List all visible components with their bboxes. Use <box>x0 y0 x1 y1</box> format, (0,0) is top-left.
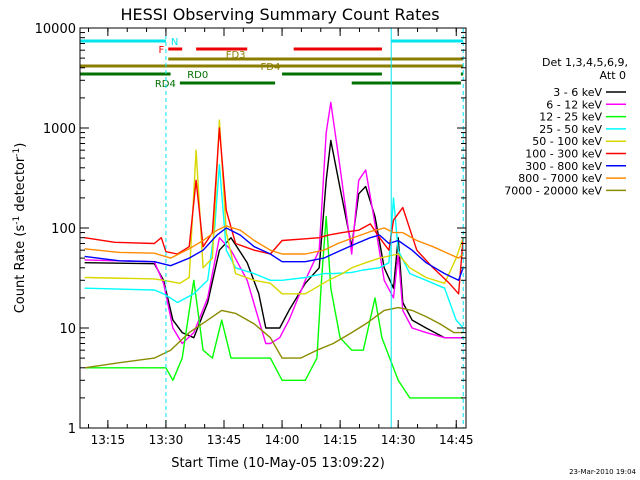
generation-timestamp: 23-Mar-2010 19:04 <box>569 468 636 476</box>
state-bar-label-3: FD4 <box>261 62 281 73</box>
series-line-3 <box>84 163 464 329</box>
series-line-6 <box>84 227 464 281</box>
y-axis-label-sup-2: -1 <box>12 148 22 157</box>
legend-header-line-1: Det 1,3,4,5,6,9, <box>542 56 628 69</box>
legend-header-line-2: Att 0 <box>600 69 626 82</box>
legend-label-1: 6 - 12 keV <box>546 98 602 111</box>
x-tick-label-2: 13:45 <box>207 433 242 447</box>
series-line-4 <box>84 119 464 295</box>
x-axis-label: Start Time (10-May-05 13:09:22) <box>171 456 385 471</box>
state-bar-label-4: RD0 <box>187 70 208 81</box>
legend-label-3: 25 - 50 keV <box>539 123 602 136</box>
series-line-0 <box>84 139 464 339</box>
legend-label-5: 100 - 300 keV <box>525 148 602 161</box>
x-tick-label-0: 13:15 <box>91 433 126 447</box>
x-tick-label-3: 14:00 <box>265 433 300 447</box>
y-axis-label: Count Rate (s-1 detector-1) <box>12 143 28 314</box>
y-axis-ticks: 1 10 100 1000 10000 <box>35 22 466 437</box>
legend-label-4: 50 - 100 keV <box>532 135 602 148</box>
series-line-5 <box>84 127 464 295</box>
legend-label-2: 12 - 25 keV <box>539 111 602 124</box>
y-tick-label-0: 1 <box>68 422 76 437</box>
legend-label-6: 300 - 800 keV <box>525 160 602 173</box>
x-axis-ticks: 13:15 13:30 13:45 14:00 14:15 14:30 14:45 <box>88 28 474 447</box>
instrument-state-bars: NF FD3 FD4 RD0 RD4 <box>80 37 464 90</box>
series-line-7 <box>84 225 464 259</box>
state-bar-label-1: F <box>158 45 164 56</box>
x-tick-label-6: 14:45 <box>439 433 474 447</box>
x-tick-label-5: 14:30 <box>381 433 416 447</box>
legend-label-0: 3 - 6 keV <box>553 86 602 99</box>
legend-label-7: 800 - 7000 keV <box>518 172 602 185</box>
chart-title: HESSI Observing Summary Count Rates <box>120 5 439 24</box>
state-bar-label-0: N <box>171 37 178 48</box>
y-axis-label-end: ) <box>13 143 28 148</box>
state-bar-label-2: FD3 <box>226 50 246 61</box>
state-bar-label-5: RD4 <box>155 79 176 90</box>
y-tick-label-1: 10 <box>59 322 76 337</box>
legend-label-8: 7000 - 20000 keV <box>504 184 602 197</box>
y-axis-label-main: Count Rate (s <box>13 225 28 314</box>
series-line-1 <box>84 101 464 345</box>
series-lines <box>84 101 464 399</box>
series-line-2 <box>84 215 464 399</box>
y-axis-label-sup: -1 <box>12 216 22 225</box>
series-line-8 <box>84 306 464 369</box>
x-tick-label-4: 14:15 <box>323 433 358 447</box>
y-tick-label-3: 1000 <box>43 122 76 137</box>
x-tick-label-1: 13:30 <box>149 433 184 447</box>
y-tick-label-2: 100 <box>51 222 76 237</box>
y-axis-label-mid: detector <box>13 156 28 216</box>
y-tick-label-4: 10000 <box>35 22 76 37</box>
